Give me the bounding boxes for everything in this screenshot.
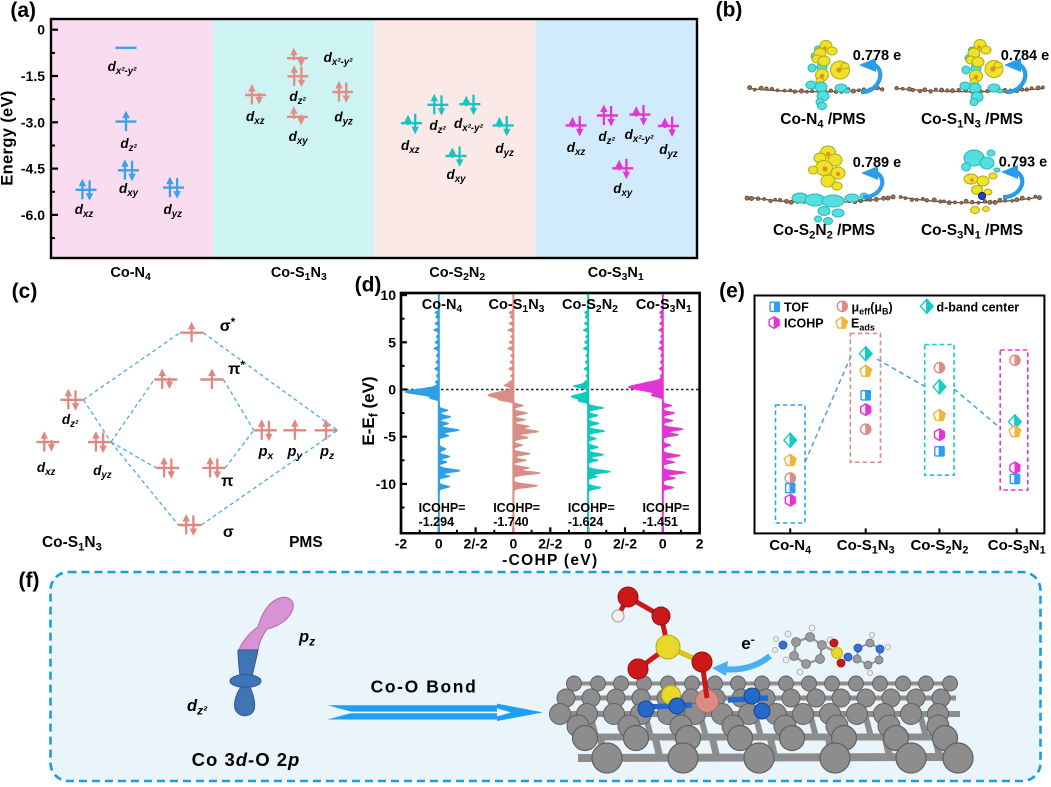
- svg-text:Co-S1 N3 /PMS: Co-S1 N3 /PMS: [921, 111, 1023, 130]
- svg-text:2/-2: 2/-2: [613, 536, 637, 552]
- svg-text:dz²: dz²: [62, 412, 79, 430]
- svg-text:(e): (e): [719, 280, 745, 303]
- svg-text:Co-S2 N2: Co-S2 N2: [429, 265, 485, 283]
- svg-text:Co-S1 N3: Co-S1 N3: [42, 534, 102, 553]
- svg-text:Co-N4: Co-N4: [110, 265, 151, 283]
- svg-text:dxz: dxz: [37, 460, 56, 478]
- svg-text:Eads: Eads: [851, 317, 875, 333]
- svg-text:dz²: dz²: [187, 697, 208, 718]
- svg-text:10: 10: [380, 287, 396, 303]
- svg-text:dxz: dxz: [75, 202, 94, 220]
- svg-text:0: 0: [388, 382, 396, 398]
- svg-text:Co-S3 N1: Co-S3 N1: [988, 537, 1046, 556]
- svg-text:dxy: dxy: [613, 181, 633, 199]
- svg-text:dxz: dxz: [246, 109, 265, 127]
- svg-text:-1.5: -1.5: [21, 68, 45, 84]
- svg-text:pz: pz: [298, 628, 315, 649]
- svg-text:-5: -5: [384, 429, 397, 445]
- svg-text:(a): (a): [10, 0, 36, 22]
- svg-text:Co-O Bond: Co-O Bond: [371, 677, 478, 697]
- svg-text:ICOHP=: ICOHP=: [493, 501, 540, 515]
- svg-text:dyz: dyz: [495, 141, 514, 159]
- svg-text:0: 0: [510, 536, 518, 552]
- svg-text:(c): (c): [12, 280, 38, 303]
- svg-text:-1.740: -1.740: [493, 515, 528, 529]
- svg-text:-2: -2: [395, 536, 408, 552]
- svg-text:0: 0: [435, 536, 443, 552]
- svg-text:(b): (b): [716, 0, 743, 22]
- svg-text:dxy: dxy: [119, 181, 139, 199]
- svg-text:dx²-y²: dx²-y²: [454, 116, 483, 134]
- svg-text:Co-S1 N3: Co-S1 N3: [837, 537, 895, 556]
- svg-text:ICOHP: ICOHP: [784, 317, 824, 331]
- svg-text:μeff (μB ): μeff (μB ): [852, 301, 893, 317]
- svg-text:dz²: dz²: [120, 136, 137, 154]
- svg-text:2/-2: 2/-2: [538, 536, 562, 552]
- svg-text:-4.5: -4.5: [21, 161, 45, 177]
- svg-text:0.789 e: 0.789 e: [853, 155, 901, 171]
- svg-text:Co-S3 N1 /PMS: Co-S3 N1 /PMS: [921, 222, 1023, 241]
- svg-text:Energy (eV): Energy (eV): [0, 90, 17, 186]
- svg-text:dz²: dz²: [289, 89, 306, 107]
- svg-text:-1.451: -1.451: [643, 515, 678, 529]
- svg-text:0: 0: [659, 536, 667, 552]
- svg-text:0: 0: [584, 536, 592, 552]
- svg-text:dxz: dxz: [401, 138, 420, 156]
- svg-text:dxz: dxz: [567, 140, 586, 158]
- svg-text:dz²: dz²: [429, 118, 446, 136]
- svg-text:d-band center: d-band center: [937, 301, 1020, 315]
- svg-text:Co-N4: Co-N4: [422, 297, 463, 315]
- svg-text:-6.0: -6.0: [21, 207, 45, 223]
- svg-text:Co-S1 N3: Co-S1 N3: [489, 297, 545, 315]
- svg-text:ICOHP=: ICOHP=: [568, 501, 615, 515]
- svg-text:px: px: [258, 444, 275, 462]
- svg-text:0: 0: [37, 22, 45, 38]
- svg-text:π*: π*: [228, 360, 245, 378]
- svg-text:pz: pz: [319, 444, 335, 462]
- svg-text:Co-S2 N2: Co-S2 N2: [562, 297, 618, 315]
- svg-text:py: py: [286, 444, 303, 462]
- svg-text:dxy: dxy: [289, 129, 309, 147]
- svg-text:dx²-y²: dx²-y²: [324, 50, 353, 68]
- svg-text:-1.294: -1.294: [419, 515, 454, 529]
- svg-text:Co 3d-O 2p: Co 3d-O 2p: [192, 749, 301, 770]
- svg-text:E-Ef (eV): E-Ef (eV): [359, 376, 381, 445]
- svg-text:5: 5: [388, 334, 396, 350]
- svg-text:0.793 e: 0.793 e: [999, 155, 1047, 171]
- svg-text:2: 2: [696, 536, 704, 552]
- svg-text:-3.0: -3.0: [21, 114, 45, 130]
- svg-text:dyz: dyz: [334, 110, 353, 128]
- svg-text:dxy: dxy: [446, 167, 466, 185]
- svg-text:e-: e-: [741, 633, 755, 653]
- svg-text:-10: -10: [376, 476, 396, 492]
- svg-text:2/-2: 2/-2: [464, 536, 488, 552]
- svg-text:Co-S2 N2: Co-S2 N2: [910, 537, 968, 556]
- svg-text:dyz: dyz: [659, 142, 678, 160]
- svg-text:dx²-y²: dx²-y²: [108, 59, 137, 77]
- svg-text:dz²: dz²: [598, 129, 615, 147]
- svg-text:dyz: dyz: [163, 202, 182, 220]
- svg-text:0.784 e: 0.784 e: [1001, 48, 1049, 64]
- svg-text:σ*: σ*: [220, 317, 236, 335]
- svg-text:TOF: TOF: [784, 301, 809, 315]
- svg-text:Co-S3 N1: Co-S3 N1: [588, 265, 644, 283]
- svg-text:ICOHP=: ICOHP=: [419, 501, 466, 515]
- svg-text:Co-N4: Co-N4: [769, 537, 811, 556]
- svg-text:Co-S1 N3: Co-S1 N3: [271, 265, 327, 283]
- svg-text:PMS: PMS: [289, 534, 323, 551]
- svg-text:ICOHP=: ICOHP=: [643, 501, 690, 515]
- svg-text:Co-N4 /PMS: Co-N4 /PMS: [780, 111, 866, 130]
- svg-text:σ: σ: [223, 524, 234, 541]
- svg-text:(f): (f): [19, 569, 40, 592]
- svg-text:0.778 e: 0.778 e: [853, 48, 901, 64]
- svg-text:-1.624: -1.624: [568, 515, 603, 529]
- svg-text:Co-S2 N2 /PMS: Co-S2 N2 /PMS: [773, 222, 875, 241]
- svg-text:π: π: [221, 473, 233, 490]
- svg-text:Co-S3 N1: Co-S3 N1: [636, 297, 692, 315]
- svg-text:dyz: dyz: [93, 463, 112, 481]
- svg-text:(d): (d): [355, 274, 382, 297]
- svg-text:dx²-y²: dx²-y²: [625, 127, 654, 145]
- svg-text:-COHP (eV): -COHP (eV): [502, 552, 598, 569]
